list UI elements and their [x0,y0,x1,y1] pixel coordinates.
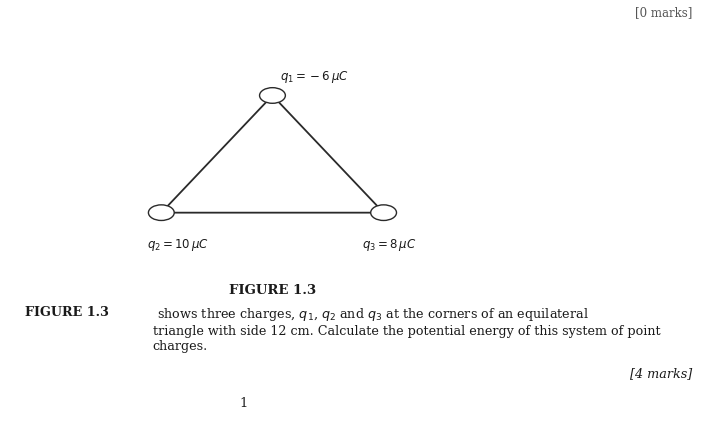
Circle shape [260,88,285,103]
Text: [4 marks]: [4 marks] [630,367,692,380]
Circle shape [148,205,174,220]
Text: FIGURE 1.3: FIGURE 1.3 [25,306,109,319]
Text: FIGURE 1.3: FIGURE 1.3 [229,284,316,297]
Text: [0 marks]: [0 marks] [635,7,692,20]
Circle shape [371,205,397,220]
Text: 1: 1 [239,397,248,410]
Text: $q_3=8\,\mu C$: $q_3=8\,\mu C$ [362,237,417,253]
Text: shows three charges, $q_1$, $q_2$ and $q_3$ at the corners of an equilateral
tri: shows three charges, $q_1$, $q_2$ and $q… [153,306,660,353]
Text: $q_2=10\,\mu C$: $q_2=10\,\mu C$ [147,237,209,253]
Text: $q_1=-6\,\mu C$: $q_1=-6\,\mu C$ [280,69,348,85]
